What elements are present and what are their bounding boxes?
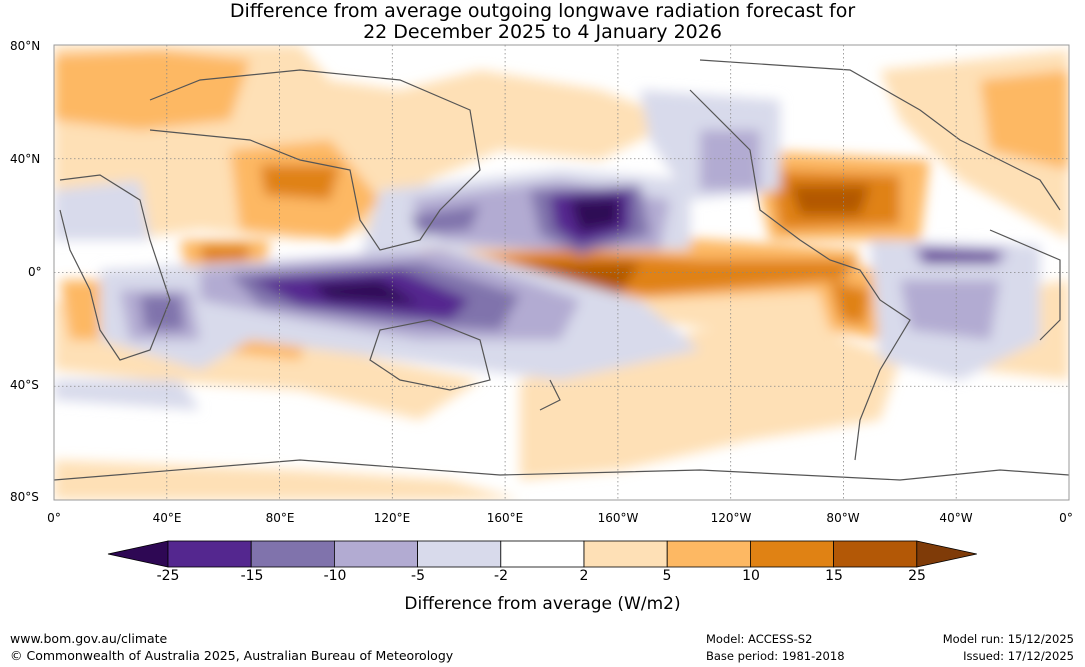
lat-label-40s: 40°S [10,378,39,392]
lon-label-120e: 120°E [373,511,411,525]
colorbar-segment [666,540,751,568]
anomaly-field [54,45,1069,500]
footer-website: www.bom.gov.au/climate [10,631,168,646]
colorbar-extend-low [107,540,169,568]
colorbar-segment [583,540,668,568]
lon-label-0-right: 0° [1059,511,1073,525]
colorbar-tick-label: -2 [494,568,508,584]
footer-issued: Issued: 17/12/2025 [963,649,1074,663]
lon-label-160w: 160°W [597,511,639,525]
map-gridlines [54,45,1069,500]
colorbar-segment [417,540,502,568]
lat-label-equator: 0° [28,265,42,279]
lon-label-120w: 120°W [710,511,752,525]
footer-base-period: Base period: 1981-2018 [706,649,845,663]
colorbar-tick-label: -10 [323,568,347,584]
footer-model: Model: ACCESS-S2 [706,632,813,646]
colorbar-segment [750,540,835,568]
colorbar-tick-label: 5 [662,568,672,584]
colorbar-title: Difference from average (W/m2) [404,594,681,614]
colorbar-tick-label: -15 [240,568,264,584]
lon-label-40w: 40°W [939,511,973,525]
map-frame [53,44,1070,501]
lon-label-40e: 40°E [152,511,182,525]
colorbar-segment [500,540,585,568]
colorbar-segment [250,540,335,568]
lat-label-40n: 40°N [10,152,41,166]
colorbar-extend-high [916,540,977,568]
map-title-line-1: Difference from average outgoing longwav… [229,0,856,22]
colorbar-tick-label: 10 [742,568,760,584]
colorbar [107,540,977,568]
map-title-line-2: 22 December 2025 to 4 January 2026 [363,21,722,43]
colorbar-segment [333,540,418,568]
footer-model-run: Model run: 15/12/2025 [942,632,1074,646]
colorbar-segment [167,540,252,568]
lat-label-80n: 80°N [10,39,41,53]
colorbar-tick-label: 2 [579,568,589,584]
coastlines [54,59,1069,481]
footer-copyright: © Commonwealth of Australia 2025, Austra… [10,648,454,663]
colorbar-tick-label: 15 [825,568,843,584]
lon-label-160e: 160°E [486,511,524,525]
lon-label-80w: 80°W [826,511,860,525]
colorbar-tick-label: -5 [411,568,425,584]
colorbar-tick-label: 25 [908,568,926,584]
lat-label-80s: 80°S [10,490,39,504]
colorbar-tick-label: -25 [156,568,180,584]
colorbar-segment [833,540,918,568]
lon-label-0-left: 0° [47,511,61,525]
lon-label-80e: 80°E [265,511,295,525]
